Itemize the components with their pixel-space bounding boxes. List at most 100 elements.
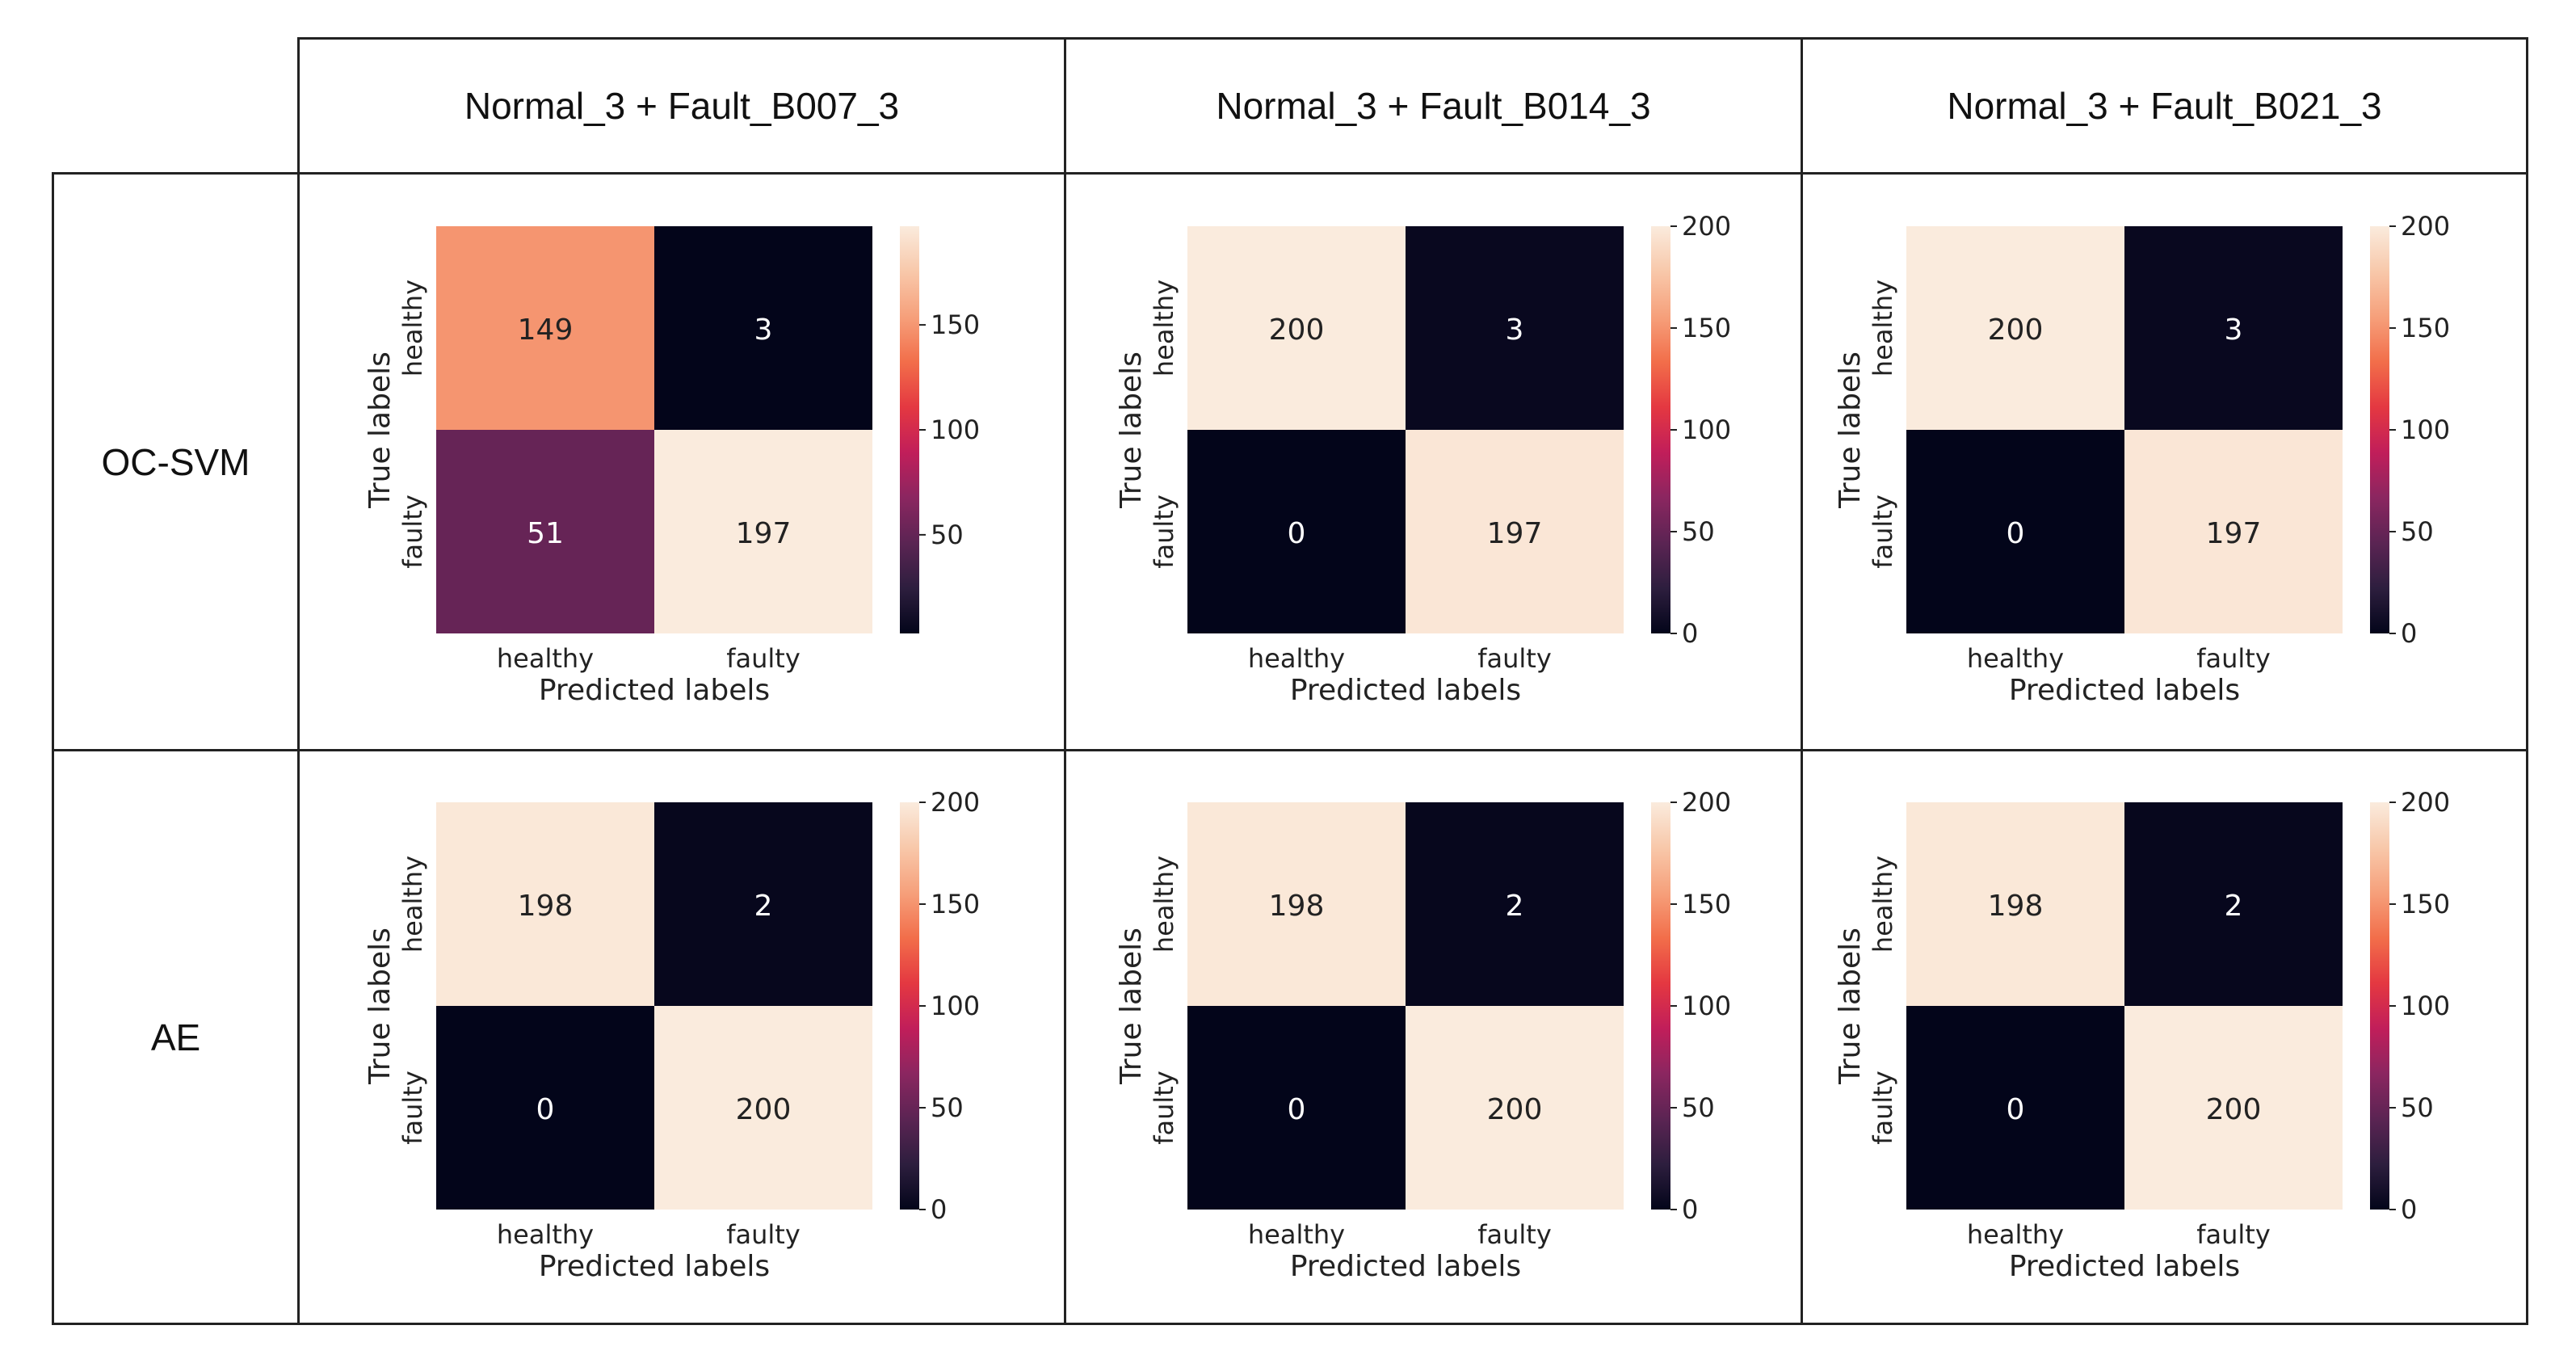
colorbar [1651, 226, 1670, 633]
cell-value-label: 3 [754, 313, 773, 347]
x-tick-label: healthy [497, 643, 594, 674]
x-tick-label: faulty [1477, 643, 1552, 674]
x-axis-label: Predicted labels [2009, 674, 2240, 707]
colorbar-tick-label: 50 [1682, 1092, 1715, 1123]
column-header-b007: Normal_3 + Fault_B007_3 [464, 85, 900, 127]
colorbar-tick-label: 100 [1682, 991, 1731, 1021]
confusion-matrix-ae-b014: 198 2 0 200 healthy faulty Predicted labels hea… [1099, 778, 1793, 1311]
x-tick-label: faulty [2196, 643, 2271, 674]
heatmap-cell [2124, 430, 2343, 633]
heatmap-cell [1187, 1006, 1406, 1210]
cell-value-label: 2 [2225, 890, 2243, 923]
grid-line [1801, 37, 1803, 1325]
cell-value-label: 2 [1506, 890, 1524, 923]
y-tick-label: faulty [397, 1071, 428, 1145]
cell-value-label: 200 [736, 1093, 792, 1126]
cell-value-label: 0 [2007, 517, 2025, 550]
x-tick-label: faulty [726, 643, 801, 674]
cell-value-label: 197 [1487, 517, 1543, 550]
grid-line [2526, 37, 2528, 1325]
cell-value-label: 149 [518, 313, 574, 347]
y-tick-label: healthy [1868, 856, 1898, 953]
colorbar-tick-label: 50 [1682, 516, 1715, 547]
cell-value-label: 0 [1288, 517, 1306, 550]
grid-line [52, 172, 2528, 175]
row-header-ae: AE [150, 1016, 201, 1058]
colorbar [1651, 802, 1670, 1210]
colorbar [900, 226, 919, 633]
y-axis-label: True labels [1115, 351, 1148, 509]
y-axis-label: True labels [363, 928, 397, 1085]
cell-value-label: 51 [527, 517, 564, 550]
heatmap-cell [654, 802, 872, 1006]
cell-value-label: 2 [754, 890, 773, 923]
heatmap-cell [1906, 430, 2124, 633]
cell-value-label: 200 [1269, 313, 1325, 347]
x-tick-label: healthy [1967, 643, 2064, 674]
y-axis-label: True labels [1115, 928, 1148, 1085]
heatmap-cell [436, 430, 654, 633]
heatmap-cell [1906, 226, 2124, 430]
grid-line [1064, 37, 1066, 1325]
colorbar-tick-label: 50 [931, 1092, 964, 1123]
colorbar-tick-label: 150 [931, 309, 980, 340]
heatmap-cell [1406, 226, 1624, 430]
heatmap-cell [654, 1006, 872, 1210]
colorbar-tick-label: 50 [2401, 1092, 2434, 1123]
colorbar [900, 802, 919, 1210]
colorbar-tick-label: 200 [1682, 211, 1731, 242]
y-tick-label: faulty [1868, 1071, 1898, 1145]
cell-value-label: 200 [1487, 1093, 1543, 1126]
colorbar-tick-label: 200 [931, 787, 980, 818]
column-header-b014: Normal_3 + Fault_B014_3 [1216, 85, 1651, 127]
y-tick-label: healthy [1868, 280, 1898, 377]
confusion-matrix-ocsvm-b021: 200 3 0 197 healthy faulty Predicted labels hea… [1817, 202, 2512, 735]
cell-value-label: 197 [736, 517, 792, 550]
y-tick-label: faulty [1149, 494, 1179, 569]
colorbar-tick-label: 0 [2401, 618, 2417, 649]
y-tick-label: healthy [1149, 280, 1179, 377]
x-axis-label: Predicted labels [539, 674, 770, 707]
cell-value-label: 3 [2225, 313, 2243, 347]
heatmap-cell [1906, 1006, 2124, 1210]
y-axis-label: True labels [1834, 928, 1867, 1085]
cell-value-label: 198 [1988, 890, 2044, 923]
y-axis-label: True labels [1834, 351, 1867, 509]
heatmap-cell [654, 430, 872, 633]
x-axis-label: Predicted labels [1290, 674, 1521, 707]
colorbar [2370, 226, 2389, 633]
heatmap-cell [1187, 226, 1406, 430]
x-tick-label: healthy [497, 1219, 594, 1250]
confusion-matrix-ae-b007: 198 2 0 200 healthy faulty Predicted labels hea… [347, 778, 1042, 1311]
x-tick-label: faulty [726, 1219, 801, 1250]
y-tick-label: faulty [1868, 494, 1898, 569]
colorbar-tick-label: 200 [2401, 211, 2450, 242]
heatmap-cell [436, 226, 654, 430]
grid-line [297, 37, 2528, 40]
grid-line [52, 1323, 2528, 1325]
heatmap-cell [1187, 430, 1406, 633]
cell-value-label: 0 [536, 1093, 555, 1126]
colorbar-tick-label: 150 [931, 889, 980, 919]
x-tick-label: healthy [1248, 643, 1345, 674]
heatmap-cell [2124, 802, 2343, 1006]
colorbar-tick-label: 200 [1682, 787, 1731, 818]
grid-line [52, 749, 2528, 751]
row-header-ocsvm: OC-SVM [101, 440, 250, 483]
x-axis-label: Predicted labels [1290, 1250, 1521, 1283]
y-tick-label: healthy [397, 280, 428, 377]
x-tick-label: faulty [2196, 1219, 2271, 1250]
colorbar-tick-label: 0 [931, 1194, 947, 1225]
column-header-b021: Normal_3 + Fault_B021_3 [1947, 85, 2382, 127]
heatmap-cell [2124, 1006, 2343, 1210]
colorbar-tick-label: 150 [1682, 889, 1731, 919]
colorbar-tick-label: 100 [2401, 991, 2450, 1021]
cell-value-label: 198 [1269, 890, 1325, 923]
x-axis-label: Predicted labels [2009, 1250, 2240, 1283]
